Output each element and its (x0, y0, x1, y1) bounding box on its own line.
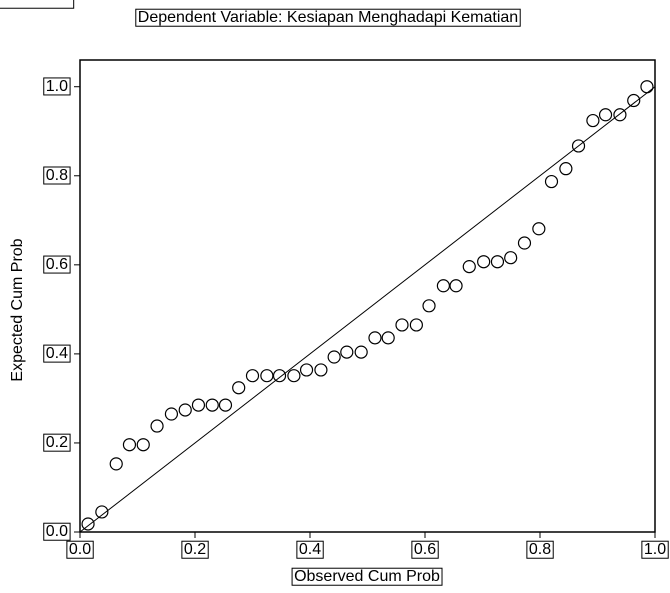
point (490, 255, 505, 269)
y-tick-label: 0.4 (46, 345, 68, 362)
point (205, 398, 219, 412)
point (340, 345, 354, 359)
point (436, 279, 450, 293)
point (164, 407, 179, 421)
point (327, 350, 341, 364)
point (150, 419, 164, 433)
y-tick-label: 0.0 (46, 523, 68, 540)
point (272, 369, 287, 383)
tick-box (181, 540, 209, 559)
tick-box (411, 540, 439, 559)
y-tick-label: 0.2 (46, 434, 68, 451)
x-tick-label: 1.0 (644, 541, 666, 558)
point (449, 279, 463, 293)
reference-line (79, 86, 656, 533)
x-tick-label: 0.2 (184, 541, 206, 558)
tick-box (43, 255, 71, 274)
point (218, 398, 233, 412)
plot-frame (79, 59, 656, 533)
tick-box (43, 433, 71, 452)
point (232, 381, 246, 395)
point (544, 174, 559, 189)
label-box (0, 0, 75, 9)
point (517, 236, 532, 250)
x-axis-label: Observed Cum Prob (294, 568, 440, 585)
point (409, 318, 423, 332)
label-box (135, 8, 521, 27)
point (368, 331, 382, 345)
point (136, 438, 150, 452)
tick-box (43, 344, 71, 363)
tick-box (66, 540, 94, 559)
point (613, 108, 627, 122)
tick-box (43, 522, 71, 541)
y-tick-label: 0.6 (46, 256, 68, 273)
tick-box (43, 166, 71, 185)
x-tick-label: 0.4 (299, 541, 321, 558)
chart-title: Dependent Variable: Kesiapan Menghadapi … (138, 9, 518, 26)
point (462, 260, 476, 274)
point (477, 255, 491, 269)
tick-box (296, 540, 324, 559)
x-tick-label: 0.8 (529, 541, 551, 558)
point (287, 369, 301, 383)
point (191, 398, 206, 412)
point (598, 108, 613, 122)
label-box (291, 567, 443, 586)
point (122, 438, 137, 452)
point (109, 457, 123, 471)
y-tick-label: 1.0 (46, 78, 68, 95)
x-tick-label: 0.6 (414, 541, 436, 558)
tick-box (43, 77, 71, 96)
point (299, 363, 314, 377)
point (422, 299, 436, 313)
point (571, 139, 586, 153)
point (245, 369, 260, 383)
y-axis-label: Expected Cum Prob (9, 238, 26, 381)
point (627, 93, 641, 108)
point (95, 505, 109, 519)
point (395, 318, 409, 332)
point (504, 251, 518, 265)
point (260, 369, 274, 383)
point (354, 345, 368, 359)
point (532, 222, 546, 236)
point (381, 331, 395, 345)
tick-box (526, 540, 554, 559)
point (559, 162, 573, 176)
point (178, 403, 192, 417)
tick-box (641, 540, 669, 559)
x-tick-label: 0.0 (69, 541, 91, 558)
y-tick-label: 0.8 (46, 167, 68, 184)
point (640, 80, 654, 94)
point (81, 517, 95, 531)
point (314, 363, 328, 377)
point (586, 113, 600, 128)
